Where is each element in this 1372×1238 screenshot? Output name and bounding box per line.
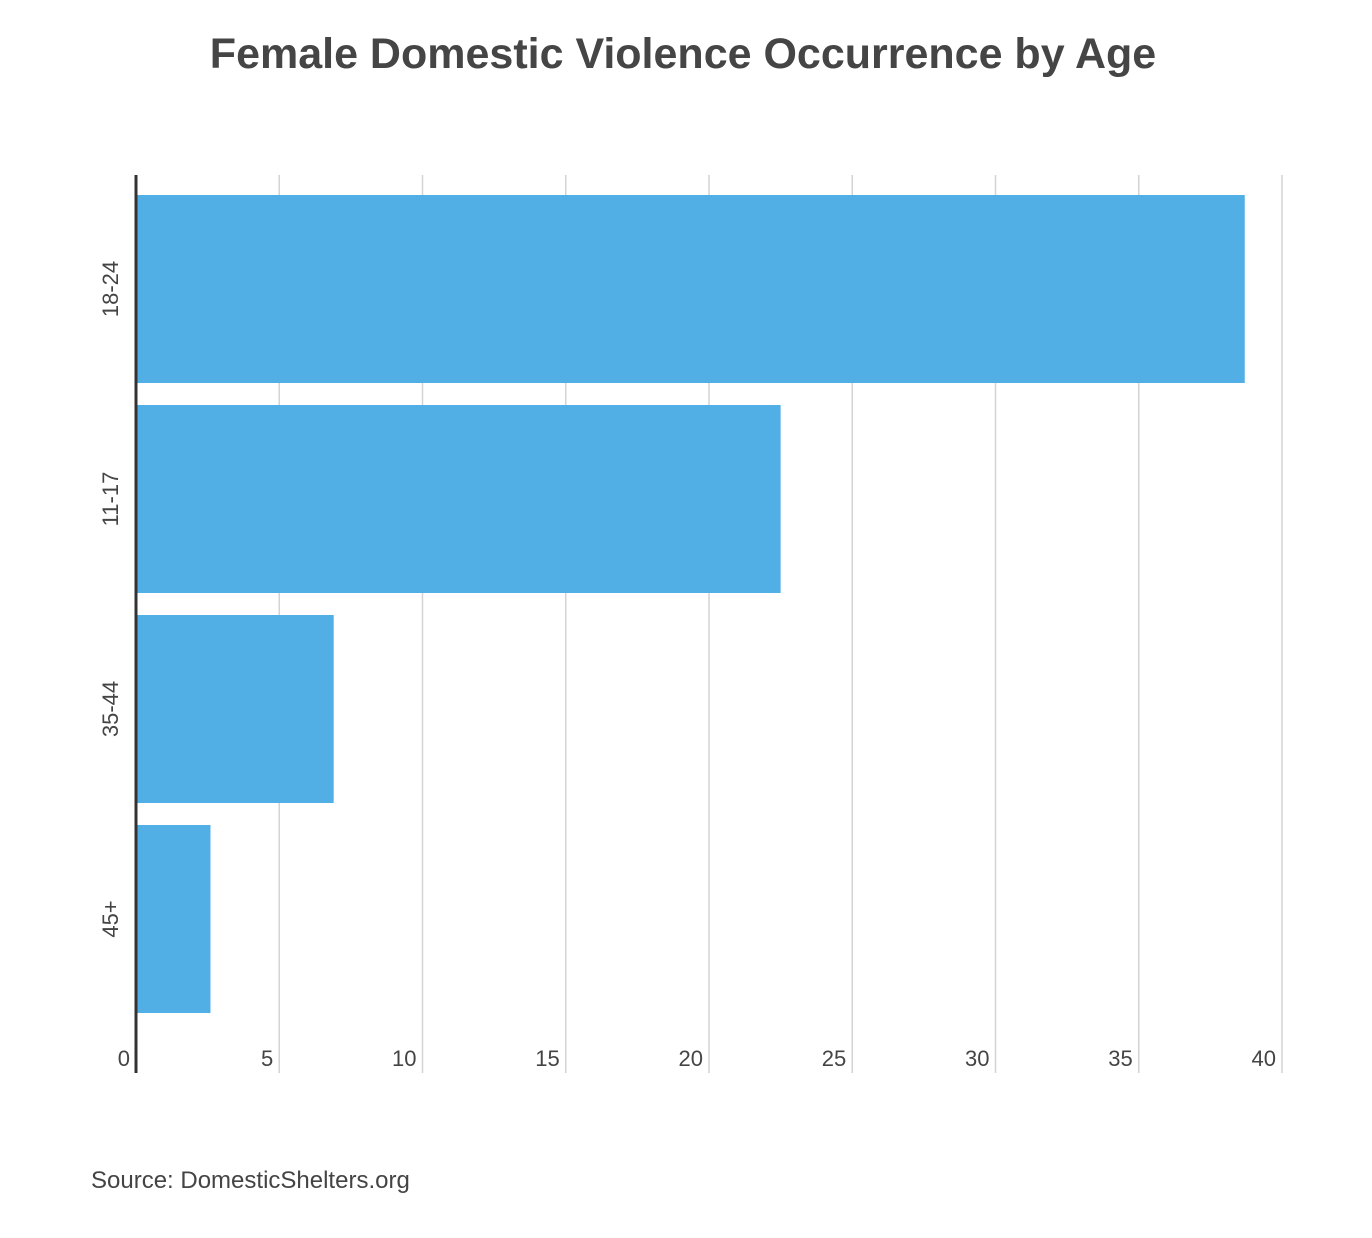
x-tick-label-35: 35 (1108, 1046, 1132, 1071)
bar-35-44 (137, 615, 334, 803)
y-tick-label-11-17: 11-17 (98, 472, 123, 527)
y-tick-label-18-24: 18-24 (98, 261, 123, 317)
bar-11-17 (137, 405, 781, 593)
x-tick-label-0: 0 (118, 1046, 130, 1071)
x-tick-label-30: 30 (965, 1046, 989, 1071)
y-tick-label-35-44: 35-44 (98, 681, 123, 737)
bar-18-24 (137, 195, 1245, 383)
x-tick-label-20: 20 (679, 1046, 703, 1071)
bars (137, 195, 1245, 1013)
chart-title: Female Domestic Violence Occurrence by A… (209, 30, 1157, 78)
tick-labels: 0 5 10 15 20 25 30 35 40 18-24 11-17 35-44 45+ (98, 261, 1276, 1071)
x-tick-label-15: 15 (535, 1046, 559, 1071)
bar-45+ (137, 825, 211, 1013)
x-tick-label-40: 40 (1252, 1046, 1276, 1071)
x-tick-label-5: 5 (261, 1046, 273, 1071)
y-tick-label-45+: 45+ (98, 900, 123, 937)
source-note: Source: DomesticShelters.org (91, 1167, 410, 1194)
bar-chart: 0 5 10 15 20 25 30 35 40 18-24 11-17 35-44 45+ (98, 175, 1283, 1073)
x-tick-label-25: 25 (822, 1046, 846, 1071)
x-tick-label-10: 10 (392, 1046, 416, 1071)
